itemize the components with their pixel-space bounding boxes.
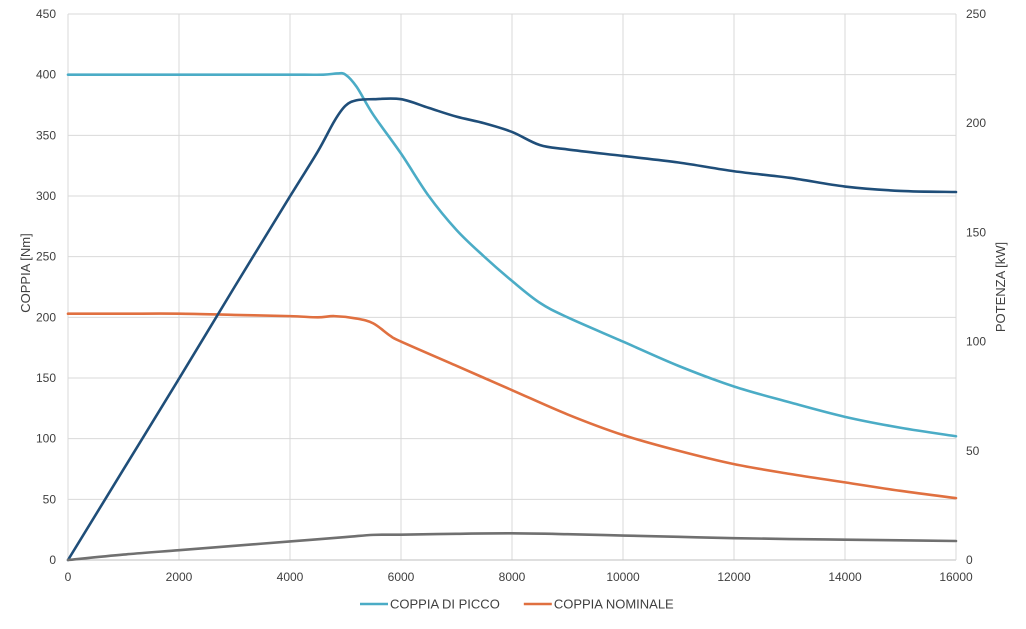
y-tick-label: 250	[36, 250, 56, 264]
legend-label: COPPIA NOMINALE	[554, 597, 674, 612]
legend-entry: COPPIA DI PICCO	[360, 597, 500, 612]
y-tick-label: 200	[36, 310, 56, 324]
x-tick-label: 6000	[388, 570, 415, 584]
y-tick-label: 0	[49, 553, 56, 567]
series-line-0	[66, 71, 958, 438]
series-line-1	[66, 312, 958, 500]
x-tick-label: 4000	[277, 570, 304, 584]
x-tick-label: 16000	[939, 570, 973, 584]
x-tick-label: 0	[65, 570, 72, 584]
y-tick-label: 50	[43, 492, 57, 506]
y-tick-label: 150	[36, 371, 56, 385]
x-tick-label: 14000	[828, 570, 862, 584]
y2-tick-label: 50	[966, 444, 980, 458]
series-line-2	[66, 97, 958, 562]
x-tick-label: 2000	[166, 570, 193, 584]
y2-tick-label: 0	[966, 553, 973, 567]
series-lines	[66, 71, 958, 562]
y-tick-label: 350	[36, 128, 56, 142]
legend: COPPIA DI PICCO COPPIA NOMINALE	[360, 597, 674, 612]
y2-tick-label: 150	[966, 225, 986, 239]
y2-tick-label: 100	[966, 335, 986, 349]
y2-tick-label: 250	[966, 7, 986, 21]
y2-tick-label: 200	[966, 116, 986, 130]
y-tick-label: 450	[36, 7, 56, 21]
x-tick-label: 8000	[499, 570, 526, 584]
x-tick-label: 10000	[606, 570, 640, 584]
legend-entry: COPPIA NOMINALE	[523, 597, 674, 612]
y-tick-label: 100	[36, 432, 56, 446]
axes	[67, 14, 957, 561]
legend-label: COPPIA DI PICCO	[390, 597, 500, 612]
y-tick-label: 300	[36, 189, 56, 203]
y-axis-title: COPPIA [Nm]	[18, 233, 33, 312]
series-line-3	[66, 532, 958, 562]
y2-axis-title: POTENZA [kW]	[993, 242, 1008, 332]
x-tick-label: 12000	[717, 570, 751, 584]
y-tick-label: 400	[36, 68, 56, 82]
